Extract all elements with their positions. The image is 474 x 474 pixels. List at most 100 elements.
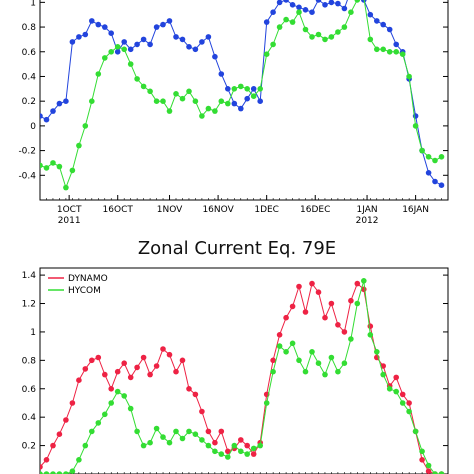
data-point [43, 471, 50, 474]
data-point [40, 162, 43, 169]
data-point [147, 41, 153, 48]
data-point [69, 39, 76, 45]
x-tick-label: 1JAN [356, 205, 377, 215]
data-point [341, 360, 348, 367]
data-point [244, 86, 250, 92]
data-point [354, 0, 361, 3]
data-point [95, 420, 102, 426]
data-point [114, 388, 121, 395]
data-point [432, 157, 438, 164]
data-point [102, 371, 108, 378]
y-tick-label: 0.4 [22, 413, 37, 423]
data-point [341, 329, 348, 335]
data-point [380, 46, 387, 53]
data-point [218, 98, 225, 104]
data-point [82, 31, 89, 38]
data-point [140, 442, 147, 449]
data-point [166, 108, 173, 114]
data-point [89, 428, 95, 435]
data-point [179, 357, 186, 364]
data-point [250, 86, 257, 92]
legend-label: HYCOM [68, 286, 101, 296]
data-point [348, 297, 354, 304]
x-tick-year-label: 2012 [356, 216, 379, 226]
data-point [102, 411, 108, 418]
data-point [231, 86, 238, 92]
data-point [121, 39, 127, 45]
data-point [140, 83, 147, 90]
data-point [419, 448, 425, 455]
x-tick-label: 1DEC [254, 205, 279, 215]
data-point [367, 36, 374, 43]
data-point [380, 371, 387, 378]
data-point [393, 374, 400, 381]
data-point [179, 435, 186, 442]
data-point [315, 360, 322, 367]
data-point [89, 98, 95, 104]
data-point [302, 309, 309, 315]
data-point [95, 354, 102, 361]
series-line-series-0 [40, 0, 442, 186]
data-point [56, 163, 63, 170]
data-point [127, 405, 134, 412]
data-point [192, 391, 199, 398]
data-point [276, 332, 283, 338]
data-point [186, 386, 192, 392]
data-point [76, 377, 82, 384]
data-point [160, 434, 166, 440]
x-tick-label: 16OCT [103, 205, 134, 215]
data-point [393, 49, 400, 55]
data-point [361, 278, 367, 284]
data-point [315, 31, 322, 38]
y-tick-label: 0.6 [22, 385, 37, 395]
data-point [179, 36, 186, 43]
data-point [205, 428, 212, 435]
data-point [147, 371, 153, 378]
data-point [225, 448, 231, 455]
data-point [102, 55, 108, 61]
data-point [244, 95, 250, 102]
data-point [160, 21, 166, 28]
y-tick-label: 0.6 [22, 48, 37, 58]
data-point [212, 448, 218, 455]
data-point [322, 314, 328, 321]
series-line-hycom [40, 280, 442, 474]
data-point [399, 391, 406, 398]
data-point [63, 98, 69, 104]
data-point [425, 170, 432, 176]
data-point [315, 289, 322, 296]
data-point [43, 165, 50, 171]
data-point [69, 400, 76, 406]
data-point [50, 471, 56, 474]
data-point [419, 147, 425, 154]
data-point [322, 36, 328, 43]
legend-label: DYNAMO [68, 274, 108, 284]
data-point [289, 19, 296, 25]
data-point [218, 451, 225, 457]
data-point [328, 300, 335, 307]
data-point [89, 357, 95, 364]
data-point [289, 2, 296, 8]
data-point [283, 314, 289, 321]
data-point [238, 83, 244, 90]
data-point [270, 368, 276, 375]
data-point [134, 428, 140, 435]
data-point [114, 49, 121, 55]
data-point [76, 34, 82, 40]
data-point [335, 368, 341, 375]
data-point [212, 108, 218, 114]
plot-frame-1 [39, 0, 449, 201]
data-point [367, 323, 374, 330]
data-point [173, 428, 179, 435]
data-point [354, 280, 361, 287]
data-point [205, 34, 212, 40]
data-point [244, 442, 250, 449]
data-point [302, 368, 309, 375]
data-point [296, 283, 302, 290]
data-point [179, 95, 186, 102]
data-point [199, 437, 205, 443]
data-point [95, 71, 102, 77]
data-point [438, 182, 445, 188]
data-point [186, 428, 192, 435]
data-point [166, 439, 173, 446]
